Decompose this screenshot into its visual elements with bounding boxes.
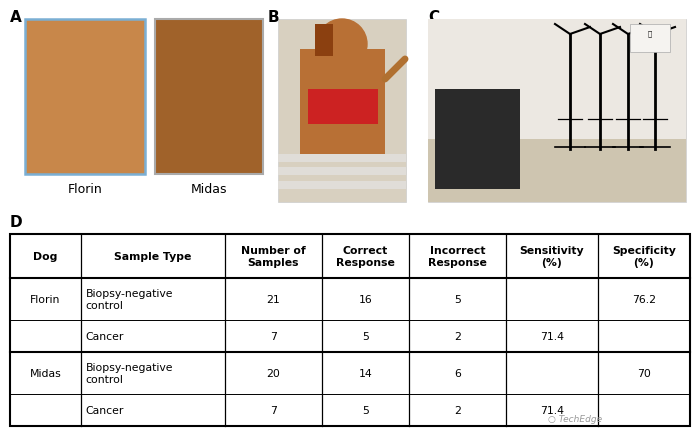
Text: 🐾: 🐾 <box>648 30 652 36</box>
Bar <box>300 50 385 160</box>
Bar <box>10 234 690 426</box>
Text: 5: 5 <box>362 405 369 415</box>
Text: Biopsy-negative
control: Biopsy-negative control <box>85 362 173 384</box>
Text: Correct
Response: Correct Response <box>336 246 395 267</box>
Bar <box>428 20 686 140</box>
Text: ○ TechEdge: ○ TechEdge <box>548 414 602 423</box>
Text: D: D <box>10 214 22 230</box>
Bar <box>278 20 406 203</box>
Text: Sensitivity
(%): Sensitivity (%) <box>519 246 584 267</box>
Text: Dog: Dog <box>33 251 57 261</box>
Text: Number of
Samples: Number of Samples <box>241 246 306 267</box>
Text: Florin: Florin <box>30 294 60 304</box>
Bar <box>25 20 145 174</box>
Text: 5: 5 <box>454 294 461 304</box>
Text: Sample Type: Sample Type <box>114 251 192 261</box>
Text: 71.4: 71.4 <box>540 331 564 341</box>
Text: 2: 2 <box>454 331 461 341</box>
Text: 21: 21 <box>267 294 280 304</box>
Text: 7: 7 <box>270 405 276 415</box>
Bar <box>428 140 686 203</box>
Text: C: C <box>428 10 439 25</box>
Text: Cancer: Cancer <box>85 405 124 415</box>
Text: A: A <box>10 10 22 25</box>
Text: 76.2: 76.2 <box>632 294 656 304</box>
Bar <box>428 20 686 203</box>
Text: 20: 20 <box>267 368 280 378</box>
Bar <box>278 181 406 190</box>
Circle shape <box>317 20 367 70</box>
Bar <box>278 155 406 163</box>
Text: Midas: Midas <box>29 368 61 378</box>
Bar <box>435 90 520 190</box>
Text: B: B <box>268 10 279 25</box>
Text: 2: 2 <box>454 405 461 415</box>
Bar <box>155 20 263 174</box>
Bar <box>630 25 670 53</box>
Text: 71.4: 71.4 <box>540 405 564 415</box>
Text: 5: 5 <box>362 331 369 341</box>
Text: 16: 16 <box>358 294 372 304</box>
Text: 6: 6 <box>454 368 461 378</box>
Text: Florin: Florin <box>68 183 102 196</box>
Bar <box>278 168 406 176</box>
Text: Cancer: Cancer <box>85 331 124 341</box>
Text: Specificity
(%): Specificity (%) <box>612 246 676 267</box>
Text: 70: 70 <box>637 368 651 378</box>
Text: 7: 7 <box>270 331 276 341</box>
Text: 14: 14 <box>358 368 372 378</box>
Text: Biopsy-negative
control: Biopsy-negative control <box>85 289 173 310</box>
Text: Midas: Midas <box>190 183 228 196</box>
Text: Incorrect
Response: Incorrect Response <box>428 246 487 267</box>
Bar <box>308 90 378 125</box>
Bar <box>315 25 333 57</box>
